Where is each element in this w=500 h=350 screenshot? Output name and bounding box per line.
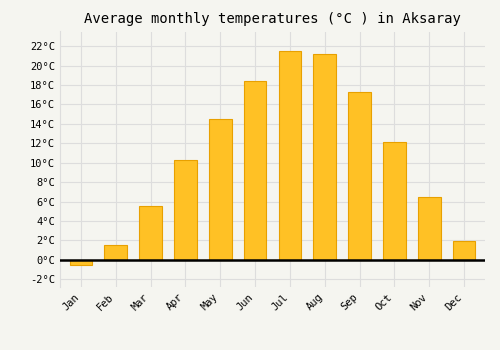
Bar xyxy=(314,54,336,260)
Bar xyxy=(278,51,301,260)
Bar xyxy=(453,241,475,260)
Bar xyxy=(418,197,440,260)
Bar xyxy=(140,206,162,260)
Title: Average monthly temperatures (°C ) in Aksaray: Average monthly temperatures (°C ) in Ak… xyxy=(84,12,461,26)
Bar xyxy=(209,119,232,260)
Bar xyxy=(383,142,406,260)
Bar xyxy=(348,92,371,260)
Bar xyxy=(244,81,266,260)
Bar xyxy=(70,260,92,265)
Bar xyxy=(104,245,127,260)
Bar xyxy=(174,160,197,260)
